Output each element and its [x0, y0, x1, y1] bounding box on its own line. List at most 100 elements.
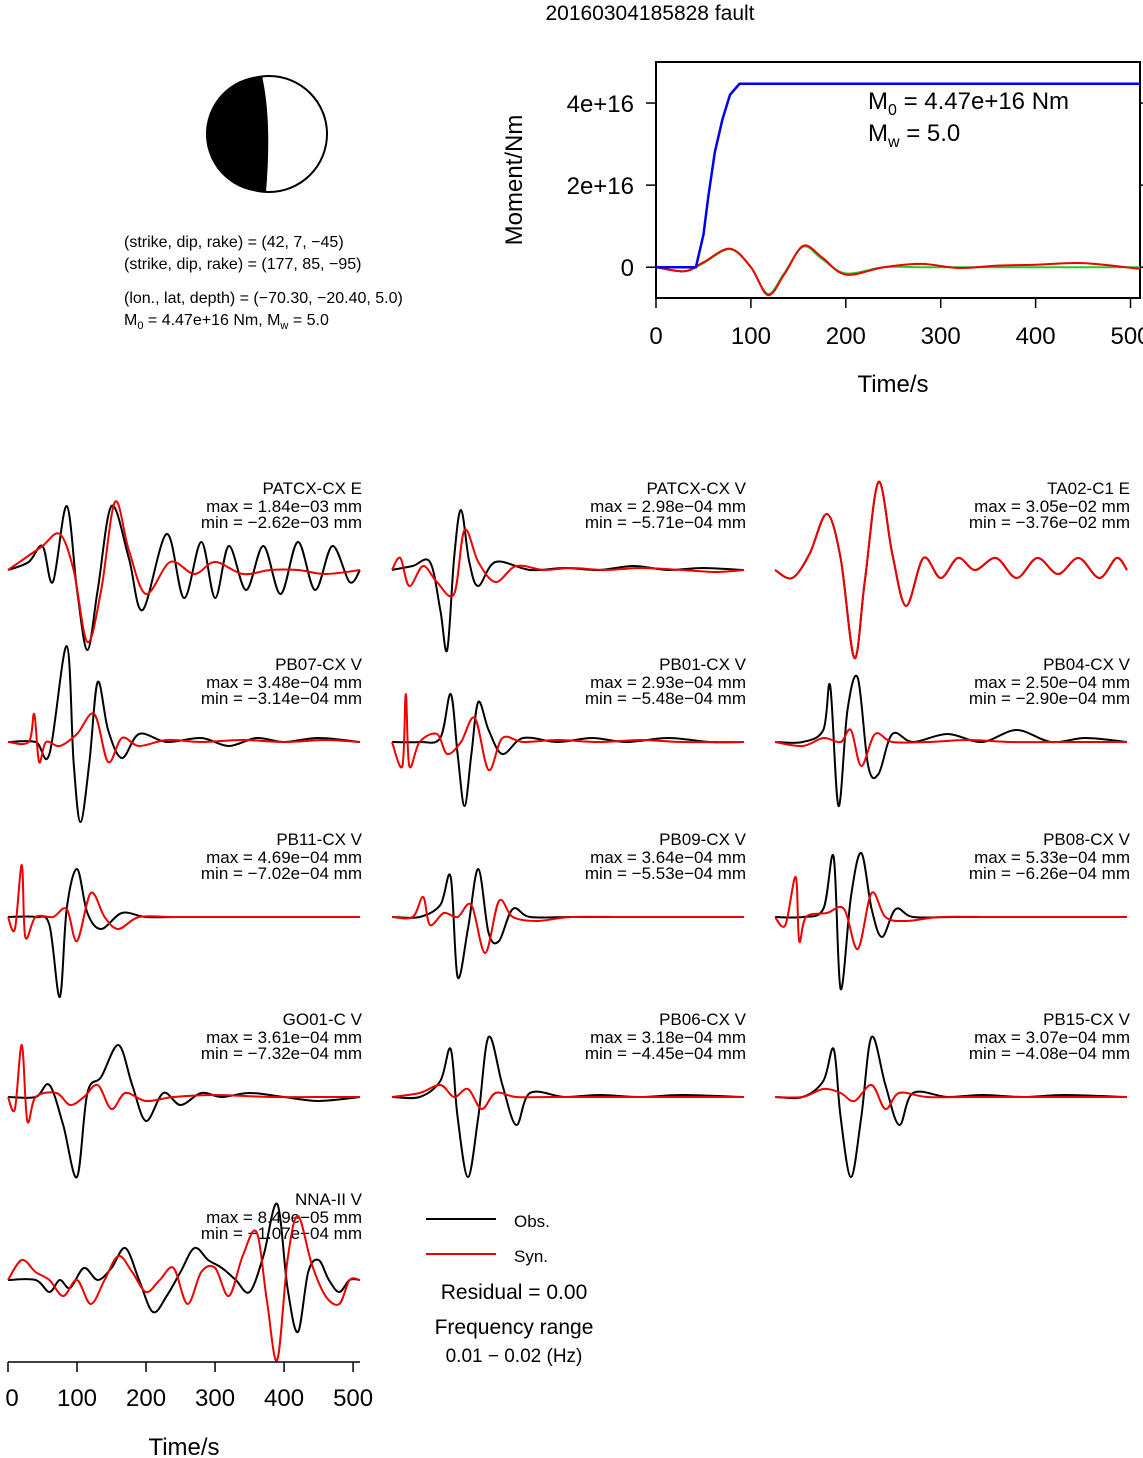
waveform-xtick-label: 500	[333, 1385, 373, 1412]
event-location: (lon., lat, depth) = (−70.30, −20.40, 5.…	[124, 290, 403, 307]
frequency-label: Frequency range	[435, 1316, 594, 1339]
frequency-value: 0.01 − 0.02 (Hz)	[446, 1346, 583, 1367]
station-min: min = −5.53e−04 mm	[585, 864, 746, 883]
station-name: GO01-C V	[283, 1010, 363, 1029]
moment-xtick-label: 100	[731, 323, 771, 350]
waveform-xtick-label: 300	[195, 1385, 235, 1412]
station-max: max = 3.61e−04 mm	[206, 1028, 362, 1047]
mw-annotation: Mw = 5.0	[868, 120, 960, 151]
station-name: PB06-CX V	[659, 1010, 747, 1029]
station-name: PB15-CX V	[1043, 1010, 1131, 1029]
station-min: min = −7.32e−04 mm	[201, 1044, 362, 1063]
station-max: max = 2.93e−04 mm	[590, 673, 746, 692]
moment-xtick-label: 300	[921, 323, 961, 350]
moment-ytick-label: 0	[621, 255, 634, 282]
observed-waveform	[7, 867, 360, 999]
observed-waveform	[774, 1035, 1128, 1179]
m0-annotation: M0 = 4.47e+16 Nm	[868, 88, 1069, 119]
station-max: max = 3.64e−04 mm	[590, 848, 746, 867]
event-moment: M0 = 4.47e+16 Nm, Mw = 5.0	[124, 312, 329, 332]
moment-xtick-label: 500	[1110, 323, 1143, 350]
synthetic-waveform	[7, 1043, 360, 1124]
station-min: min = −6.26e−04 mm	[969, 864, 1130, 883]
synthetic-waveform	[7, 863, 360, 943]
station-max: max = 3.07e−04 mm	[974, 1028, 1130, 1047]
synthetic-waveform	[391, 895, 744, 955]
moment-xlabel: Time/s	[857, 371, 928, 398]
station-min: min = −3.76e−02 mm	[969, 513, 1130, 532]
station-name: PATCX-CX V	[647, 479, 747, 498]
synthetic-waveform	[7, 1215, 361, 1362]
legend-obs-label: Obs.	[514, 1212, 550, 1231]
observed-waveform	[391, 1035, 745, 1179]
synthetic-waveform	[7, 712, 361, 764]
station-name: PB11-CX V	[276, 830, 362, 849]
station-min: min = −5.48e−04 mm	[585, 689, 746, 708]
observed-waveform	[7, 504, 361, 652]
moment-ylabel: Moment/Nm	[501, 115, 528, 246]
synthetic-waveform	[7, 500, 361, 644]
moment-plot-frame	[655, 61, 1141, 299]
station-max: max = 3.18e−04 mm	[590, 1028, 746, 1047]
station-name: PB07-CX V	[275, 655, 363, 674]
observed-waveform	[774, 674, 1128, 808]
moment-ytick-label: 2e+16	[567, 173, 634, 200]
moment-rate-line-green	[655, 245, 1140, 295]
synthetic-waveform	[774, 480, 1128, 660]
station-min: min = −4.45e−04 mm	[585, 1044, 746, 1063]
waveform-xlabel: Time/s	[148, 1434, 219, 1458]
moment-chart: 0 100 200 300 400 500 0 2e+16 4e+16 Moment/Nm Ti…	[501, 61, 1143, 398]
beachball	[205, 75, 328, 193]
nodal-plane-2: (strike, dip, rake) = (177, 85, −95)	[124, 256, 361, 273]
station-min: min = −2.90e−04 mm	[969, 689, 1130, 708]
synthetic-waveform	[391, 692, 745, 772]
station-max: max = 3.48e−04 mm	[206, 673, 362, 692]
moment-xtick-label: 200	[826, 323, 866, 350]
waveform-xtick-label: 0	[5, 1385, 18, 1412]
station-min: min = −7.02e−04 mm	[201, 864, 362, 883]
observed-waveform	[7, 1202, 361, 1334]
station-max: max = 4.69e−04 mm	[206, 848, 362, 867]
observed-waveform	[7, 1044, 361, 1179]
waveform-xtick-label: 400	[264, 1385, 304, 1412]
station-name: NNA-II V	[295, 1190, 363, 1209]
station-name: PATCX-CX E	[263, 479, 363, 498]
station-name: PB01-CX V	[659, 655, 747, 674]
observed-waveform	[7, 644, 361, 824]
legend-syn-label: Syn.	[514, 1247, 548, 1266]
moment-ytick-label: 4e+16	[567, 91, 634, 118]
station-max: max = 2.98e−04 mm	[590, 497, 746, 516]
observed-waveform	[391, 867, 744, 980]
legend: Obs. Syn. Residual = 0.00 Frequency rang…	[426, 1212, 593, 1367]
moment-xtick-label: 0	[649, 323, 662, 350]
waveform-time-axis: 0 100 200 300 400 500 Time/s	[5, 1361, 373, 1458]
station-max: max = 8.49e−05 mm	[206, 1208, 362, 1227]
station-min: min = −4.08e−04 mm	[969, 1044, 1130, 1063]
observed-waveform	[391, 508, 745, 653]
moment-xtick-label: 400	[1016, 323, 1056, 350]
synthetic-waveform	[774, 728, 1127, 768]
nodal-plane-1: (strike, dip, rake) = (42, 7, −45)	[124, 234, 344, 251]
station-max: max = 5.33e−04 mm	[974, 848, 1130, 867]
synthetic-waveform	[391, 1083, 744, 1110]
station-name: PB09-CX V	[659, 830, 747, 849]
station-min: min = −3.14e−04 mm	[201, 689, 362, 708]
cumulative-moment-line	[656, 82, 1140, 269]
synthetic-waveform	[774, 875, 1127, 951]
residual-text: Residual = 0.00	[441, 1281, 588, 1304]
waveform-xtick-label: 100	[57, 1385, 97, 1412]
synthetic-waveform	[391, 528, 745, 598]
synthetic-waveform	[774, 1084, 1127, 1110]
figure-title: 20160304185828 fault	[545, 2, 754, 25]
